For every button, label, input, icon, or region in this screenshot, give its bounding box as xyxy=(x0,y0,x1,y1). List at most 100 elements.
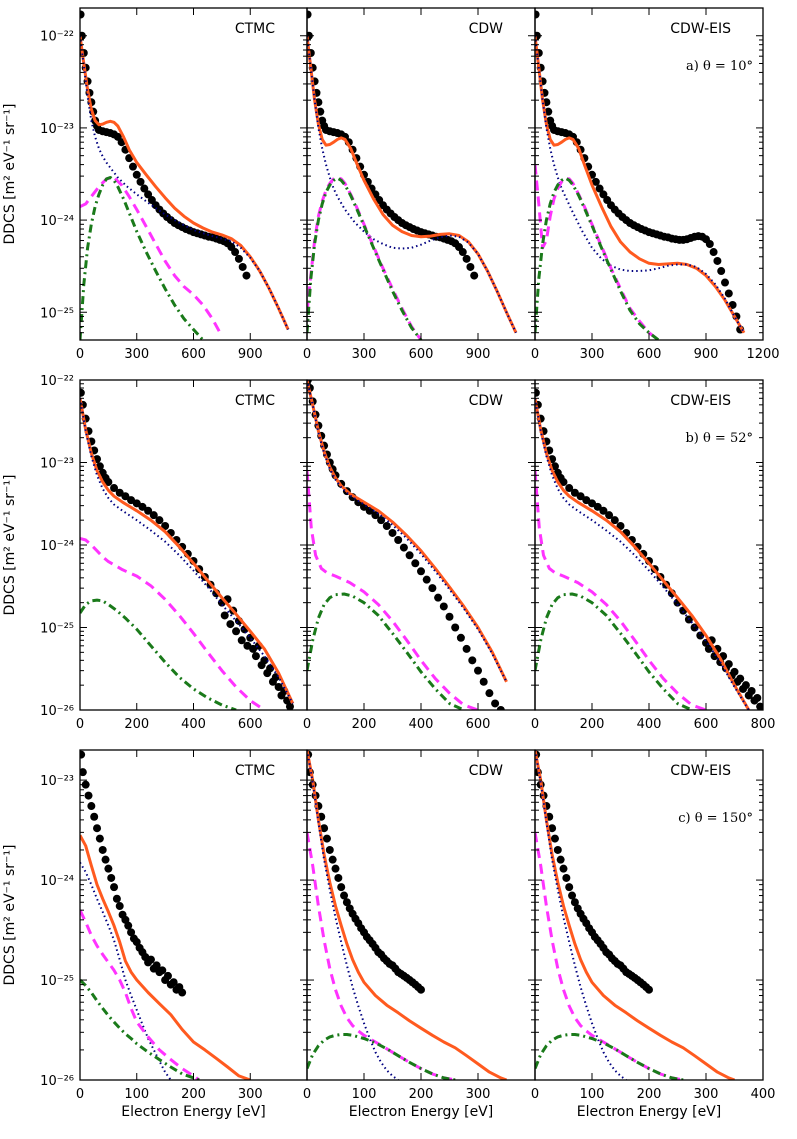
plot-frame xyxy=(306,749,536,1081)
x-axis-label: Electron Energy [eV] xyxy=(577,1104,721,1120)
data-point xyxy=(132,170,141,179)
x-tick-label: 800 xyxy=(751,717,776,732)
x-tick-label: 200 xyxy=(124,717,149,732)
x-tick-label: 0 xyxy=(76,717,84,732)
series-line-dashdot xyxy=(307,176,423,340)
x-tick-label: 600 xyxy=(694,717,719,732)
x-tick-label: 900 xyxy=(238,347,263,362)
data-point xyxy=(713,256,722,265)
y-tick-label: 10⁻²³ xyxy=(40,774,74,789)
data-point xyxy=(238,262,247,271)
angle-label: a) θ = 10° xyxy=(686,59,753,74)
plot-area xyxy=(535,10,746,340)
x-tick-label: 900 xyxy=(694,347,719,362)
data-point xyxy=(468,656,477,665)
data-point xyxy=(428,584,437,593)
x-tick-label: 300 xyxy=(466,1087,491,1102)
series-line-dashdot xyxy=(307,1033,456,1080)
series-line-dashed xyxy=(80,176,224,337)
series-line-solid xyxy=(307,35,518,334)
y-tick-label: 10⁻²³ xyxy=(40,122,74,137)
data-point xyxy=(220,611,229,620)
data-point xyxy=(576,492,585,501)
data-point xyxy=(565,883,574,892)
series-line-solid xyxy=(535,35,746,334)
data-point xyxy=(138,502,147,511)
x-tick-label: 300 xyxy=(694,1087,719,1102)
plot-frame xyxy=(306,7,536,341)
data-point xyxy=(128,162,137,171)
plot-area xyxy=(80,10,290,340)
panel-title: CDW xyxy=(469,763,504,779)
data-point xyxy=(316,107,325,116)
data-point xyxy=(399,543,408,552)
data-point xyxy=(451,623,460,632)
data-point xyxy=(553,845,562,854)
data-point xyxy=(80,768,87,777)
x-tick-label: 200 xyxy=(409,1087,434,1102)
x-tick-label: 300 xyxy=(238,1087,263,1102)
data-point xyxy=(285,702,294,710)
data-point xyxy=(80,10,85,19)
series-line-solid xyxy=(535,398,751,710)
data-point xyxy=(340,891,349,900)
data-point xyxy=(496,706,505,710)
data-point xyxy=(588,499,596,508)
plot-area xyxy=(80,750,251,1080)
plot-area xyxy=(307,750,508,1080)
data-point xyxy=(556,855,565,864)
data-point xyxy=(169,978,178,987)
data-point xyxy=(331,864,340,873)
data-point xyxy=(717,267,726,276)
data-point xyxy=(491,699,500,708)
data-point xyxy=(178,988,187,997)
data-point xyxy=(98,845,107,854)
data-point xyxy=(365,506,374,515)
data-point xyxy=(266,664,275,673)
plot-frame xyxy=(79,379,308,711)
data-point xyxy=(226,620,235,629)
y-tick-label: 10⁻²⁴ xyxy=(40,874,74,889)
y-tick-label: 10⁻²⁶ xyxy=(40,1074,74,1089)
x-tick-label: 600 xyxy=(238,717,263,732)
series-line-solid xyxy=(80,398,295,705)
data-point xyxy=(93,824,102,833)
panel-title: CDW xyxy=(469,21,504,37)
series-line-dashed xyxy=(535,470,707,710)
data-point xyxy=(234,254,243,263)
x-axis-label: Electron Energy [eV] xyxy=(349,1104,493,1120)
data-point xyxy=(84,791,93,800)
panel-title: CDW xyxy=(469,393,504,409)
data-point xyxy=(565,484,574,493)
chart-panel: 0 100 200 300 400 CDW-EIS xyxy=(531,749,775,1102)
data-point xyxy=(422,575,431,584)
x-axis-label: Electron Energy [eV] xyxy=(121,1104,265,1120)
data-point xyxy=(124,921,133,930)
x-tick-label: 0 xyxy=(303,347,311,362)
plot-frame xyxy=(79,749,308,1081)
data-point xyxy=(95,462,104,471)
plot-area xyxy=(535,388,763,710)
data-point xyxy=(562,873,571,882)
data-point xyxy=(115,902,124,911)
data-point xyxy=(232,627,241,636)
series-line-dotted xyxy=(80,35,290,330)
series-line-solid xyxy=(307,750,508,1080)
data-point xyxy=(736,674,745,683)
data-point xyxy=(593,502,602,511)
angle-label: c) θ = 150° xyxy=(678,811,753,826)
data-point xyxy=(251,652,260,661)
data-point xyxy=(325,845,334,854)
data-point xyxy=(334,873,343,882)
x-tick-label: 200 xyxy=(352,717,377,732)
data-point xyxy=(104,478,113,487)
data-point xyxy=(81,780,90,789)
plot-frame xyxy=(534,749,764,1081)
plot-area xyxy=(535,750,736,1080)
data-point xyxy=(724,289,733,298)
x-tick-label: 100 xyxy=(124,1087,149,1102)
data-point xyxy=(260,656,269,665)
x-tick-label: 300 xyxy=(124,347,149,362)
